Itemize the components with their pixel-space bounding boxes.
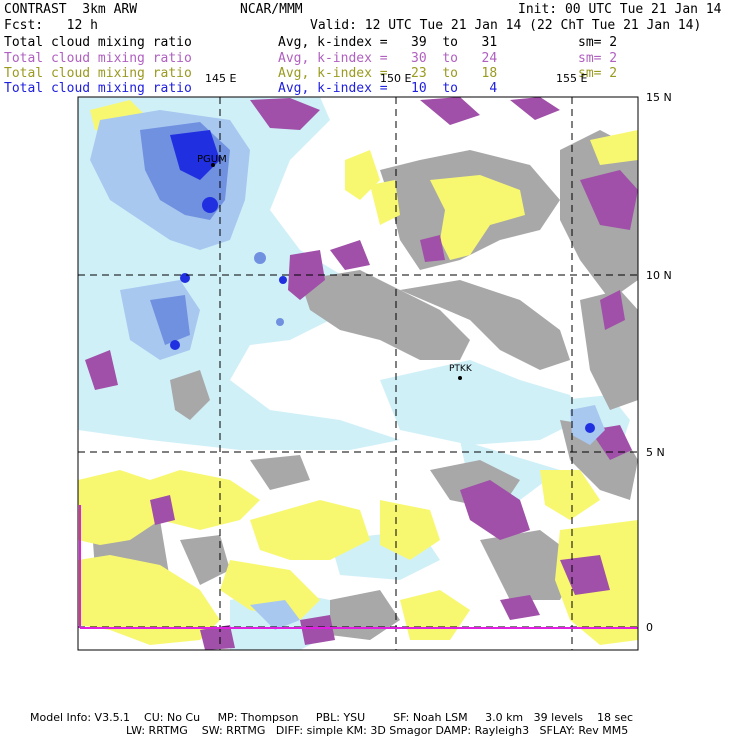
field-avg-4: Avg, k-index = 10 to 4	[278, 81, 498, 96]
field-avg-3: Avg, k-index = 23 to 18	[278, 66, 498, 81]
field-avg-1: Avg, k-index = 39 to 31	[278, 35, 498, 50]
lon-label-155: 155 E	[556, 72, 587, 85]
yellow-cloud-layer	[78, 100, 638, 645]
station-label-pgum: PGUM	[197, 154, 227, 165]
field-label-4: Total cloud mixing ratio	[4, 81, 192, 96]
purple-cloud-layer	[85, 97, 638, 650]
model-title: CONTRAST 3km ARW	[4, 2, 138, 17]
field-label-3: Total cloud mixing ratio	[4, 66, 192, 81]
lat-label-15n: 15 N	[646, 91, 672, 104]
field-avg-2: Avg, k-index = 30 to 24	[278, 51, 498, 66]
station-marker-ptkk	[458, 376, 462, 380]
model-info-line1: Model Info: V3.5.1 CU: No Cu MP: Thompso…	[30, 711, 634, 724]
station-label-ptkk: PTKK	[449, 364, 473, 374]
field-sm-1: sm= 2	[578, 35, 618, 50]
field-sm-2: sm= 2	[578, 51, 618, 66]
station-marker-pgum	[211, 163, 215, 167]
field-sm-3: sm= 2	[578, 66, 618, 81]
field-label-2: Total cloud mixing ratio	[4, 51, 192, 66]
init-time: Init: 00 UTC Tue 21 Jan 14	[518, 2, 722, 17]
lon-label-145: 145 E	[205, 72, 236, 85]
lat-label-5n: 5 N	[646, 446, 665, 459]
field-label-1: Total cloud mixing ratio	[4, 35, 192, 50]
lat-label-10n: 10 N	[646, 269, 672, 282]
org-title: NCAR/MMM	[240, 2, 303, 17]
forecast-hour: Fcst: 12 h	[4, 18, 98, 33]
blue-cloud-layer	[90, 110, 605, 630]
model-info-line2: LW: RRTMG SW: RRTMG DIFF: simple KM: 3D …	[126, 724, 629, 737]
valid-time: Valid: 12 UTC Tue 21 Jan 14 (22 ChT Tue …	[310, 18, 702, 33]
lon-label-150: 150 E	[380, 72, 411, 85]
lat-label-0: 0	[646, 621, 653, 634]
map-frame	[77, 96, 639, 651]
